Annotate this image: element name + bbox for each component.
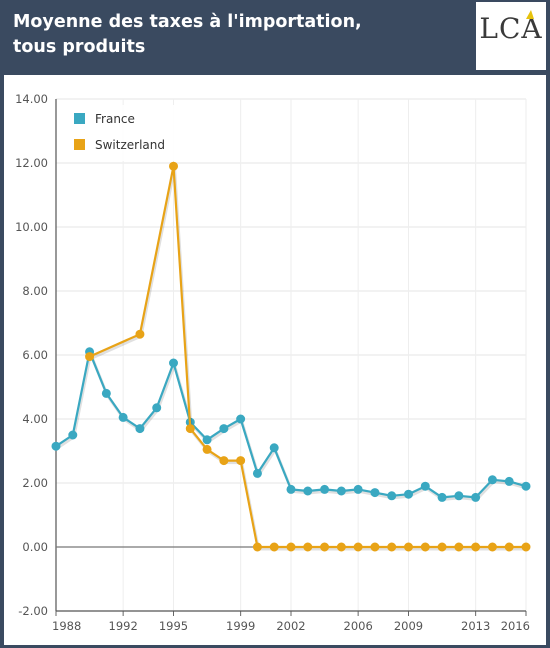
y-tick-label: 12.00 — [15, 156, 48, 170]
france-point — [471, 492, 481, 502]
switzerland-point — [169, 161, 178, 171]
chart-title: Moyenne des taxes à l'importation, tous … — [13, 10, 443, 60]
y-tick-label: 8.00 — [22, 284, 48, 298]
france-point — [521, 481, 531, 491]
y-tick-label: 14.00 — [15, 92, 48, 106]
x-tick-label: 1995 — [159, 619, 188, 633]
switzerland-point — [269, 542, 279, 552]
france-point — [454, 491, 464, 501]
switzerland-point — [504, 542, 514, 552]
line-chart: 14.00 12.00 10.00 8.00 6.00 4.00 2.00 0.00 -2.00… — [15, 92, 531, 633]
france-point — [320, 484, 330, 494]
switzerland-point — [252, 542, 262, 552]
switzerland-point — [202, 444, 212, 454]
x-tick-label: 2009 — [394, 619, 423, 633]
france-point — [51, 441, 61, 451]
switzerland-point — [437, 542, 447, 552]
x-tick-label: 2013 — [461, 619, 490, 633]
legend-box — [68, 105, 178, 161]
france-point — [169, 358, 178, 368]
france-point — [269, 443, 279, 453]
switzerland-point — [286, 542, 296, 552]
france-point — [135, 424, 145, 434]
switzerland-point — [185, 424, 195, 434]
switzerland-point — [487, 542, 497, 552]
switzerland-point — [219, 456, 229, 466]
legend-swatch-switzerland — [74, 139, 85, 150]
x-tick-label: 1999 — [226, 619, 255, 633]
title-line-1: Moyenne des taxes à l'importation, — [13, 12, 362, 32]
y-tick-label: 6.00 — [22, 348, 48, 362]
switzerland-point — [471, 542, 481, 552]
france-point — [437, 492, 447, 502]
france-point — [336, 486, 346, 496]
lca-logo: LCA — [476, 2, 546, 70]
y-tick-label: 4.00 — [22, 412, 48, 426]
france-point — [101, 388, 111, 398]
switzerland-point — [135, 329, 145, 339]
y-tick-label: 0.00 — [22, 540, 48, 554]
france-point — [420, 481, 430, 491]
switzerland-point — [303, 542, 313, 552]
france-point — [387, 491, 397, 501]
switzerland-point — [236, 456, 246, 466]
y-tick-label: 2.00 — [22, 476, 48, 490]
france-point — [504, 476, 514, 486]
switzerland-point — [420, 542, 430, 552]
title-line-2: tous produits — [13, 37, 146, 57]
france-point — [404, 489, 413, 499]
y-tick-label: 10.00 — [15, 220, 48, 234]
x-tick-label: 2016 — [501, 619, 530, 633]
france-point — [152, 403, 162, 413]
france-point — [286, 484, 296, 494]
switzerland-point — [353, 542, 363, 552]
logo-accent-icon — [526, 10, 534, 19]
legend-swatch-france — [74, 113, 85, 124]
france-point — [252, 468, 262, 478]
legend-label-switzerland: Switzerland — [95, 138, 165, 152]
switzerland-point — [370, 542, 380, 552]
france-point — [236, 414, 246, 424]
switzerland-point — [336, 542, 346, 552]
france-point — [353, 484, 363, 494]
france-point — [487, 475, 497, 485]
x-tick-label: 2002 — [276, 619, 305, 633]
france-line-shadow — [56, 348, 528, 501]
legend-label-france: France — [95, 112, 135, 126]
france-point — [219, 424, 229, 434]
france-point — [202, 435, 212, 445]
switzerland-point — [85, 352, 95, 362]
x-tick-label: 2006 — [344, 619, 373, 633]
france-point — [303, 486, 313, 496]
switzerland-point — [387, 542, 397, 552]
logo-text: LCA — [479, 12, 543, 45]
france-point — [118, 412, 128, 422]
france-point — [370, 488, 380, 498]
header: Moyenne des taxes à l'importation, tous … — [0, 0, 550, 75]
switzerland-point — [454, 542, 464, 552]
x-tick-label: 1988 — [52, 619, 81, 633]
y-tick-label: -2.00 — [18, 604, 48, 618]
x-tick-label: 1992 — [109, 619, 138, 633]
switzerland-point — [404, 542, 413, 552]
switzerland-point — [521, 542, 531, 552]
chart-area: 14.00 12.00 10.00 8.00 6.00 4.00 2.00 0.00 -2.00… — [4, 75, 546, 645]
switzerland-point — [320, 542, 330, 552]
france-point — [68, 430, 78, 440]
